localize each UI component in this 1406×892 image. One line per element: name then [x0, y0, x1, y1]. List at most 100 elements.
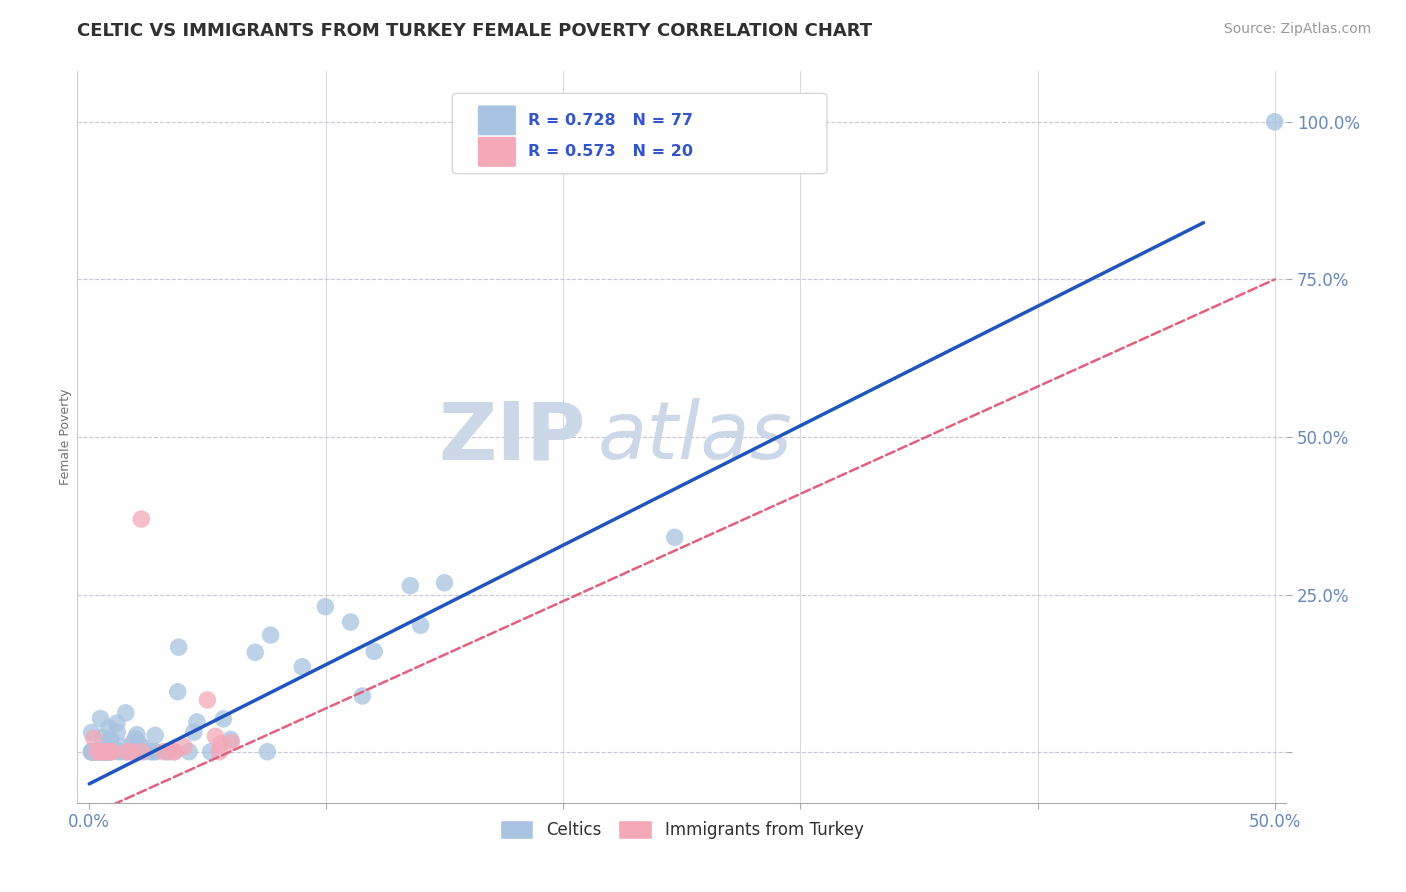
Point — [166, 685, 188, 699]
Point — [115, 745, 138, 759]
FancyBboxPatch shape — [453, 94, 827, 174]
Point — [100, 732, 122, 747]
Text: atlas: atlas — [598, 398, 792, 476]
Point — [204, 730, 226, 744]
Point — [84, 745, 107, 759]
Point — [352, 689, 374, 703]
Point — [96, 745, 118, 759]
Point — [134, 745, 156, 759]
Point — [91, 731, 114, 745]
Point — [83, 745, 105, 759]
Text: ZIP: ZIP — [437, 398, 585, 476]
Text: Source: ZipAtlas.com: Source: ZipAtlas.com — [1223, 22, 1371, 37]
Point — [186, 714, 208, 729]
Point — [209, 737, 232, 751]
Point — [121, 736, 143, 750]
Point — [664, 530, 686, 544]
Point — [98, 733, 121, 747]
Point — [98, 742, 121, 756]
Point — [90, 712, 112, 726]
Point — [131, 745, 153, 759]
Point — [83, 731, 105, 746]
Point — [156, 745, 179, 759]
Point — [152, 745, 174, 759]
Point — [195, 693, 218, 707]
Point — [100, 745, 122, 759]
Point — [399, 579, 422, 593]
Point — [105, 725, 128, 739]
Point — [90, 745, 112, 759]
Point — [314, 599, 336, 614]
Point — [93, 745, 115, 759]
Point — [91, 745, 114, 759]
Point — [98, 745, 121, 759]
Point — [90, 745, 112, 759]
Point — [94, 745, 117, 759]
Text: R = 0.573   N = 20: R = 0.573 N = 20 — [529, 145, 693, 160]
Point — [105, 745, 128, 759]
Y-axis label: Female Poverty: Female Poverty — [59, 389, 72, 485]
Point — [256, 745, 278, 759]
Point — [90, 745, 112, 759]
Point — [167, 640, 190, 655]
Point — [128, 745, 150, 759]
Point — [120, 745, 142, 759]
Point — [128, 736, 150, 750]
Point — [110, 739, 132, 754]
Point — [291, 660, 314, 674]
Point — [122, 745, 145, 759]
Point — [90, 745, 112, 759]
Point — [82, 745, 104, 759]
Point — [97, 745, 120, 759]
Point — [87, 745, 110, 759]
Point — [139, 745, 162, 759]
Point — [98, 745, 121, 759]
Point — [84, 745, 107, 759]
Text: CELTIC VS IMMIGRANTS FROM TURKEY FEMALE POVERTY CORRELATION CHART: CELTIC VS IMMIGRANTS FROM TURKEY FEMALE … — [77, 22, 873, 40]
Point — [115, 745, 138, 759]
Point — [80, 745, 103, 759]
Point — [124, 731, 146, 746]
Point — [124, 745, 146, 759]
Point — [433, 575, 456, 590]
Point — [212, 712, 235, 726]
Point — [142, 745, 165, 759]
Point — [143, 728, 166, 742]
Legend: Celtics, Immigrants from Turkey: Celtics, Immigrants from Turkey — [494, 814, 870, 846]
Point — [163, 745, 186, 759]
Point — [173, 739, 195, 754]
Point — [1264, 115, 1286, 129]
Text: R = 0.728   N = 77: R = 0.728 N = 77 — [529, 113, 693, 128]
FancyBboxPatch shape — [478, 105, 516, 136]
Point — [80, 725, 103, 739]
Point — [94, 745, 117, 759]
Point — [259, 628, 281, 642]
Point — [80, 745, 103, 759]
Point — [157, 745, 180, 759]
Point — [97, 721, 120, 735]
Point — [409, 618, 432, 632]
Point — [339, 615, 361, 629]
Point — [245, 645, 267, 659]
Point — [219, 732, 242, 747]
Point — [96, 745, 118, 759]
Point — [208, 745, 231, 759]
Point — [89, 745, 111, 759]
Point — [80, 745, 103, 759]
Point — [177, 745, 200, 759]
Point — [163, 745, 186, 759]
Point — [114, 706, 136, 720]
FancyBboxPatch shape — [478, 136, 516, 167]
Point — [145, 745, 167, 759]
Point — [84, 745, 107, 759]
Point — [110, 745, 132, 759]
Point — [91, 745, 114, 759]
Point — [221, 735, 243, 749]
Point — [93, 745, 115, 759]
Point — [86, 745, 108, 759]
Point — [132, 740, 155, 755]
Point — [83, 745, 105, 759]
Point — [127, 745, 149, 759]
Point — [105, 716, 128, 731]
Point — [125, 728, 148, 742]
